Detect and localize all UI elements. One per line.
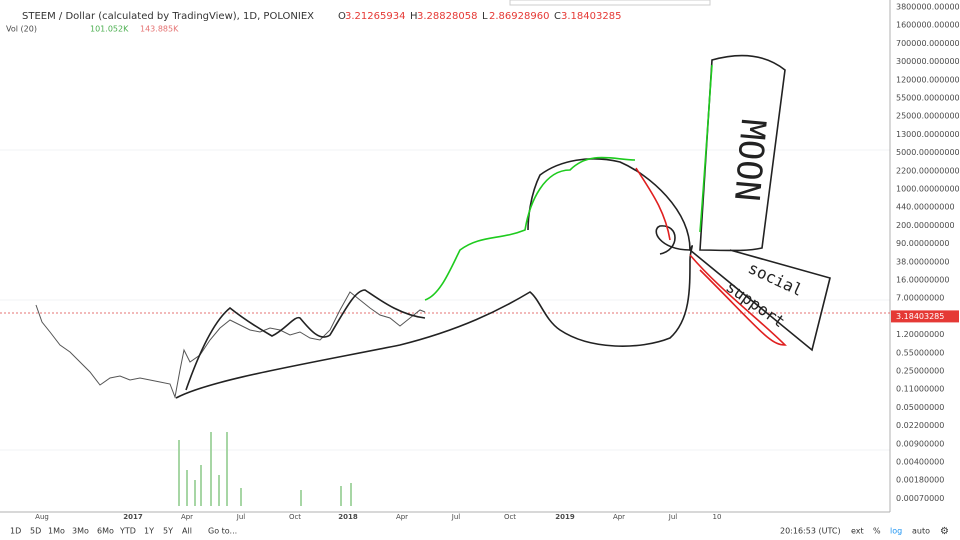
- price-label: 1.20000000: [896, 330, 944, 339]
- volume-bars: [178, 432, 352, 506]
- last-price-label: 3.18403285: [896, 312, 944, 321]
- price-label: 16.00000000: [896, 276, 949, 285]
- drawings: [175, 54, 831, 399]
- range-button[interactable]: 5D: [30, 527, 41, 536]
- price-label: 38.00000000: [896, 257, 949, 266]
- ohlc-key: L: [482, 11, 488, 22]
- price-label: 0.00400000: [896, 458, 944, 467]
- price-label: 1600000.00000000: [896, 21, 960, 30]
- price-label: 0.00070000: [896, 494, 944, 503]
- time-label: Jul: [668, 513, 678, 521]
- ohlc-value: 3.28828058: [417, 11, 477, 22]
- time-label: Oct: [289, 513, 301, 521]
- time-label: Apr: [613, 513, 625, 521]
- price-label: 1000.00000000: [896, 185, 960, 194]
- chart-title: STEEM / Dollar (calculated by TradingVie…: [22, 11, 314, 22]
- ohlc-key: C: [554, 11, 561, 22]
- clock: 20:16:53 (UTC): [780, 527, 841, 536]
- price-label: 13000.00000000: [896, 130, 960, 139]
- time-label: Apr: [396, 513, 408, 521]
- price-label: 0.05000000: [896, 403, 944, 412]
- time-label: Jul: [451, 513, 461, 521]
- time-label: 2019: [555, 513, 575, 521]
- price-label: 0.00900000: [896, 439, 944, 448]
- range-button[interactable]: 6Mo: [97, 527, 114, 536]
- time-label: 2017: [123, 513, 143, 521]
- price-label: 0.02200000: [896, 421, 944, 430]
- time-label: 2018: [338, 513, 358, 521]
- settings-icon[interactable]: ⚙: [940, 526, 949, 537]
- range-button[interactable]: 1Y: [144, 527, 154, 536]
- range-button[interactable]: 1D: [10, 527, 21, 536]
- range-button[interactable]: YTD: [119, 527, 136, 536]
- price-label: 440.00000000: [896, 203, 955, 212]
- top-popup: [509, 0, 711, 6]
- price-label: 300000.00000000: [896, 57, 960, 66]
- option-button[interactable]: log: [890, 527, 902, 536]
- price-label: 5000.00000000: [896, 148, 960, 157]
- time-label: Oct: [504, 513, 516, 521]
- price-line: [35, 291, 426, 399]
- price-label: 55000.00000000: [896, 94, 960, 103]
- price-label: 0.11000000: [896, 385, 944, 394]
- volume-value: 101.052K: [90, 25, 129, 34]
- price-label: 0.25000000: [896, 367, 944, 376]
- ohlc-key: H: [410, 11, 418, 22]
- annotation: MOON: [726, 118, 773, 203]
- price-label: 90.00000000: [896, 239, 949, 248]
- volume-label: Vol (20): [6, 25, 37, 34]
- price-label: 2200.00000000: [896, 166, 960, 175]
- time-label: Jul: [236, 513, 246, 521]
- range-button[interactable]: All: [182, 527, 192, 536]
- ohlc-value: 3.18403285: [561, 11, 621, 22]
- option-button[interactable]: ext: [851, 527, 864, 536]
- price-label: 0.55000000: [896, 348, 944, 357]
- ohlc-key: O: [338, 11, 346, 22]
- price-label: 7.00000000: [896, 294, 944, 303]
- ohlc-value: 3.21265934: [345, 11, 405, 22]
- range-button[interactable]: 1Mo: [48, 527, 65, 536]
- range-button[interactable]: 5Y: [163, 527, 173, 536]
- last-price-tag: [891, 310, 959, 323]
- option-button[interactable]: auto: [912, 527, 930, 536]
- price-label: 0.00180000: [896, 476, 944, 485]
- price-label: 700000.00000000: [896, 39, 960, 48]
- goto-button[interactable]: Go to...: [208, 527, 237, 536]
- time-label: Apr: [181, 513, 193, 521]
- grid: [0, 149, 890, 451]
- time-label: Aug: [35, 513, 49, 521]
- ohlc-value: 2.86928960: [489, 11, 549, 22]
- price-label: 200.00000000: [896, 221, 955, 230]
- price-label: 25000.00000000: [896, 112, 960, 121]
- price-label: 120000.00000000: [896, 75, 960, 84]
- option-button[interactable]: %: [873, 527, 881, 536]
- time-label: 10: [713, 513, 722, 521]
- range-button[interactable]: 3Mo: [72, 527, 89, 536]
- volume-value: 143.885K: [140, 25, 179, 34]
- price-label: 3800000.00000000: [896, 3, 960, 12]
